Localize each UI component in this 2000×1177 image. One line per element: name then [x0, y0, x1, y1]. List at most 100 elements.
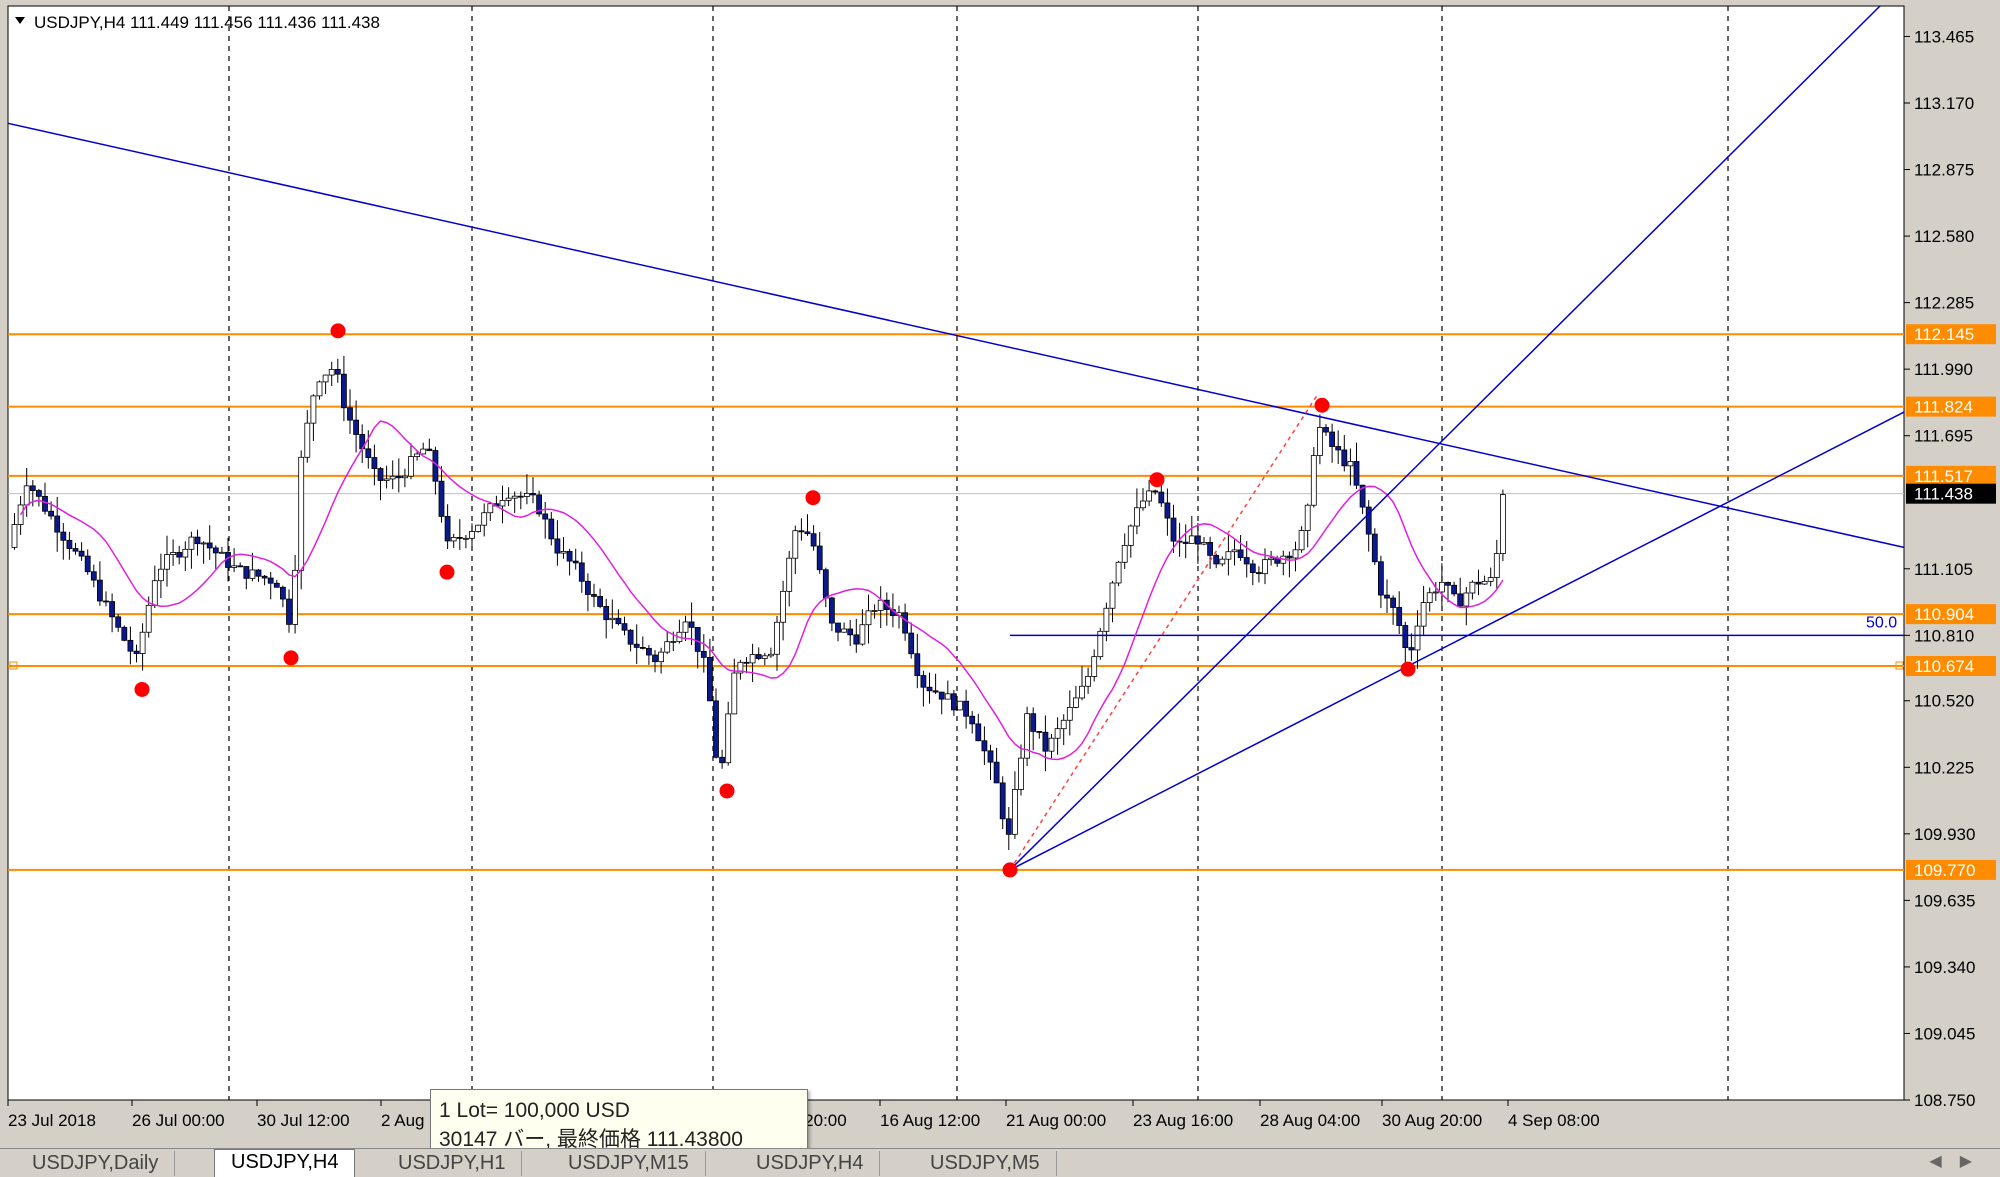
candle-body — [1420, 602, 1427, 627]
candle-body — [536, 494, 542, 515]
candle-body — [218, 551, 225, 554]
tab-usdjpy-m5[interactable]: USDJPY,M5 — [914, 1151, 1057, 1176]
candle-body — [524, 493, 530, 497]
level-price-box — [1906, 324, 1996, 345]
y-tick-label: 109.635 — [1914, 891, 1975, 910]
candle-body — [420, 448, 427, 455]
candle-body — [1085, 676, 1091, 687]
candle-body — [713, 700, 719, 758]
candle-body — [609, 617, 616, 621]
candle-body — [999, 782, 1006, 820]
y-tick-label: 110.520 — [1914, 692, 1974, 711]
y-tick-label: 111.695 — [1914, 427, 1973, 446]
candle-body — [408, 456, 414, 477]
tab-usdjpy-h1[interactable]: USDJPY,H1 — [382, 1151, 523, 1176]
pivot-point — [805, 490, 821, 506]
candle-body — [1475, 581, 1482, 585]
candle-body — [841, 628, 847, 633]
tab-usdjpy-h4-2[interactable]: USDJPY,H4 — [740, 1151, 881, 1176]
candle-body — [328, 369, 335, 376]
candle-body — [84, 555, 91, 573]
candle-body — [560, 551, 567, 554]
candle-body — [725, 713, 732, 764]
candle-body — [1231, 549, 1238, 553]
candle-body — [1323, 427, 1329, 433]
candle-body — [688, 621, 695, 628]
tab-scroll-icon[interactable]: ◀▶ — [1929, 1153, 1990, 1170]
candle-body — [1469, 581, 1476, 594]
candle-body — [54, 515, 61, 533]
candle-body — [1188, 535, 1195, 544]
moving-average-line — [19, 420, 1504, 761]
candle-body — [505, 497, 512, 501]
candle-body — [1432, 591, 1439, 594]
candle-body — [371, 457, 378, 469]
candle-body — [182, 548, 189, 558]
candle-body — [395, 475, 402, 479]
candle-body — [383, 478, 390, 481]
tab-usdjpy-h4[interactable]: USDJPY,H4 — [214, 1149, 356, 1177]
lot-tooltip: 1 Lot= 100,000 USD 30147 バー, 最終価格 111.43… — [430, 1089, 808, 1159]
candle-body — [133, 650, 140, 654]
candle-body — [340, 373, 347, 409]
candle-body — [304, 422, 311, 458]
candle-body — [1451, 584, 1457, 595]
candle-body — [1207, 541, 1213, 556]
candle-body — [255, 569, 262, 577]
price-chart[interactable]: 50.0 113.465 113.170 112.875 112.580 112.285… — [0, 0, 2000, 1148]
x-tick-label: 21 Aug 00:00 — [1006, 1111, 1106, 1130]
candle-body — [188, 536, 195, 550]
candle-body — [1329, 431, 1335, 447]
candle-body — [1304, 504, 1311, 531]
tab-usdjpy-daily[interactable]: USDJPY,Daily — [16, 1151, 176, 1176]
candle-body — [145, 604, 152, 633]
candle-body — [1121, 545, 1128, 563]
candle-body — [170, 552, 177, 556]
candle-body — [78, 550, 85, 557]
candle-body — [1384, 594, 1390, 599]
candle-body — [231, 565, 238, 568]
candle-body — [1500, 494, 1506, 554]
candle-body — [1426, 592, 1433, 603]
candle-body — [389, 475, 396, 480]
candle-body — [164, 554, 170, 570]
candle-body — [249, 569, 256, 579]
candle-body — [621, 623, 628, 631]
candle-body — [499, 500, 506, 507]
candle-body — [957, 700, 963, 711]
candle-body — [1457, 593, 1464, 607]
candle-body — [194, 536, 201, 545]
candle-body — [1091, 656, 1098, 677]
chart-dropdown-icon[interactable] — [15, 17, 25, 24]
candle-body — [1445, 581, 1451, 586]
candle-body — [1481, 580, 1488, 585]
candle-body — [969, 715, 976, 725]
current-price-box — [1906, 483, 1996, 504]
ascending-trendline-steep — [1009, 5, 1881, 871]
candle-body — [652, 654, 658, 663]
candle-body — [1414, 625, 1421, 651]
candle-body — [1195, 535, 1201, 545]
y-tick-label: 111.105 — [1914, 560, 1973, 579]
candle-body — [475, 524, 482, 532]
candle-body — [377, 468, 384, 481]
level-anchor — [1895, 661, 1904, 670]
candle-body — [1219, 558, 1226, 565]
candle-body — [768, 653, 774, 657]
ascending-trendline-shallow — [1009, 411, 1905, 871]
candle-body — [615, 617, 622, 625]
y-tick-label: 108.750 — [1914, 1091, 1975, 1110]
candle-body — [804, 531, 811, 535]
tab-usdjpy-m15[interactable]: USDJPY,M15 — [552, 1151, 706, 1176]
candle-body — [530, 493, 536, 496]
candle-body — [993, 761, 1000, 784]
candle-body — [1140, 500, 1146, 509]
pivot-point — [1149, 472, 1165, 488]
fib-50-label: 50.0 — [1866, 614, 1897, 631]
x-tick-label: 16 Aug 12:00 — [880, 1111, 980, 1130]
candle-body — [109, 601, 115, 618]
candle-body — [591, 594, 597, 597]
candle-body — [603, 606, 610, 621]
candle-body — [1487, 577, 1494, 582]
level-price-box — [1906, 465, 1996, 486]
